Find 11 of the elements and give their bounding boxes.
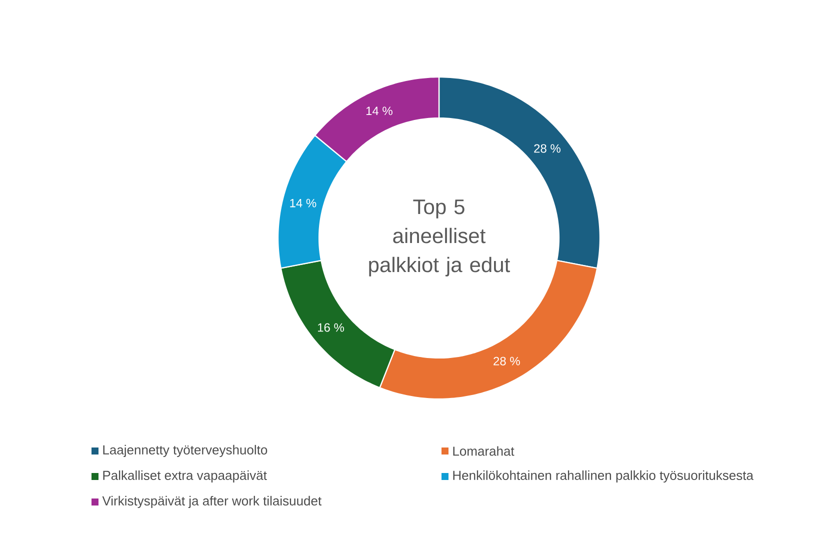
text: Top 5 aineelliset palkkiot ja edut <box>369 200 510 276</box>
legend-label: Henkilökohtainen rahallinen palkkio työsuorituksesta <box>453 470 754 483</box>
data-label: 14 % <box>366 106 392 116</box>
legend-label: Virkistyspäivät ja after work tilaisuudet <box>102 496 322 508</box>
legend-label: Palkalliset extra vapaapäivät <box>103 470 267 483</box>
data-label: 16 % <box>318 323 344 332</box>
data-label: 28 % <box>494 356 520 366</box>
legend-label: Laajennetty työterveyshuolto <box>103 444 268 458</box>
legend-label: Lomarahat <box>453 446 514 456</box>
data-label: 28 % <box>534 144 560 153</box>
data-label: 14 % <box>290 198 316 208</box>
